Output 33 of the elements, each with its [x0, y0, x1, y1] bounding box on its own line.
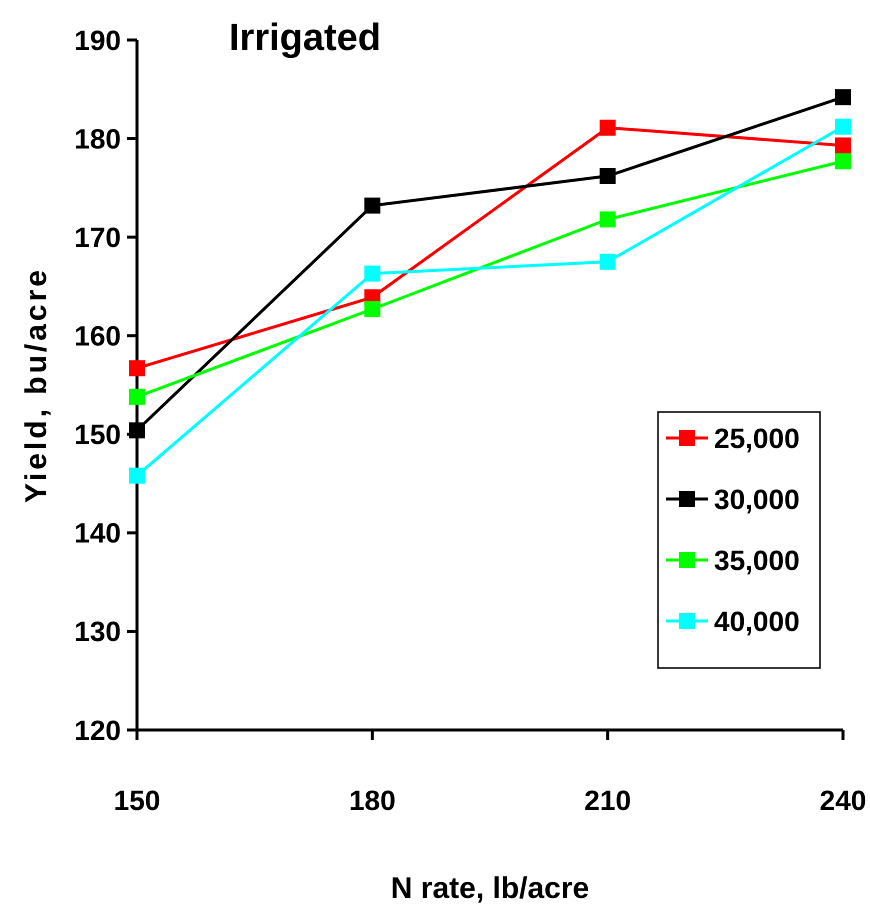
y-tick-label: 150 [74, 419, 121, 450]
y-tick-label: 120 [74, 714, 121, 746]
y-tick-label: 180 [74, 123, 121, 154]
x-axis-title: N rate, lb/acre [390, 872, 590, 905]
y-tick-label: 160 [74, 320, 121, 352]
x-tick-label: 210 [584, 785, 632, 816]
point [364, 198, 380, 214]
x-tick-label: 150 [114, 785, 160, 816]
legend-label: 35,000 [714, 544, 800, 576]
y-axis-title: Yield, bu/acre [20, 267, 53, 503]
y-tick-label: 130 [74, 616, 121, 648]
point [129, 360, 145, 376]
point [600, 168, 616, 184]
legend-label: 30,000 [714, 484, 800, 515]
point [600, 120, 616, 136]
point [835, 137, 851, 154]
x-tick-label: 180 [348, 785, 396, 816]
y-tick-label: 190 [74, 24, 121, 56]
point [835, 153, 851, 170]
chart-title: Irrigated [228, 17, 382, 59]
legend-label: 25,000 [714, 422, 800, 454]
y-tick-label: 140 [74, 518, 121, 549]
point [129, 468, 145, 484]
point [600, 211, 616, 228]
x-tick-label: 240 [820, 785, 866, 816]
legend-label: 40,000 [714, 606, 800, 637]
point [364, 266, 380, 282]
point [600, 254, 616, 270]
point [129, 388, 145, 405]
point [835, 118, 851, 135]
point [364, 301, 380, 318]
y-tick-label: 170 [74, 222, 121, 253]
point [835, 89, 851, 106]
